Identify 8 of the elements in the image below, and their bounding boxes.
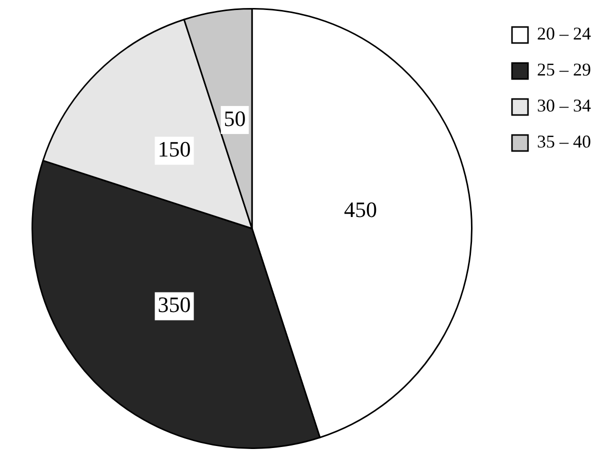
data-label: 450: [344, 197, 378, 222]
legend-label: 25 – 29: [537, 60, 591, 80]
legend-label: 30 – 34: [537, 96, 591, 116]
legend-label: 35 – 40: [537, 132, 591, 152]
legend-label: 20 – 24: [537, 24, 591, 44]
data-label: 50: [224, 106, 246, 131]
data-label: 150: [158, 136, 191, 162]
data-label: 350: [158, 292, 191, 317]
